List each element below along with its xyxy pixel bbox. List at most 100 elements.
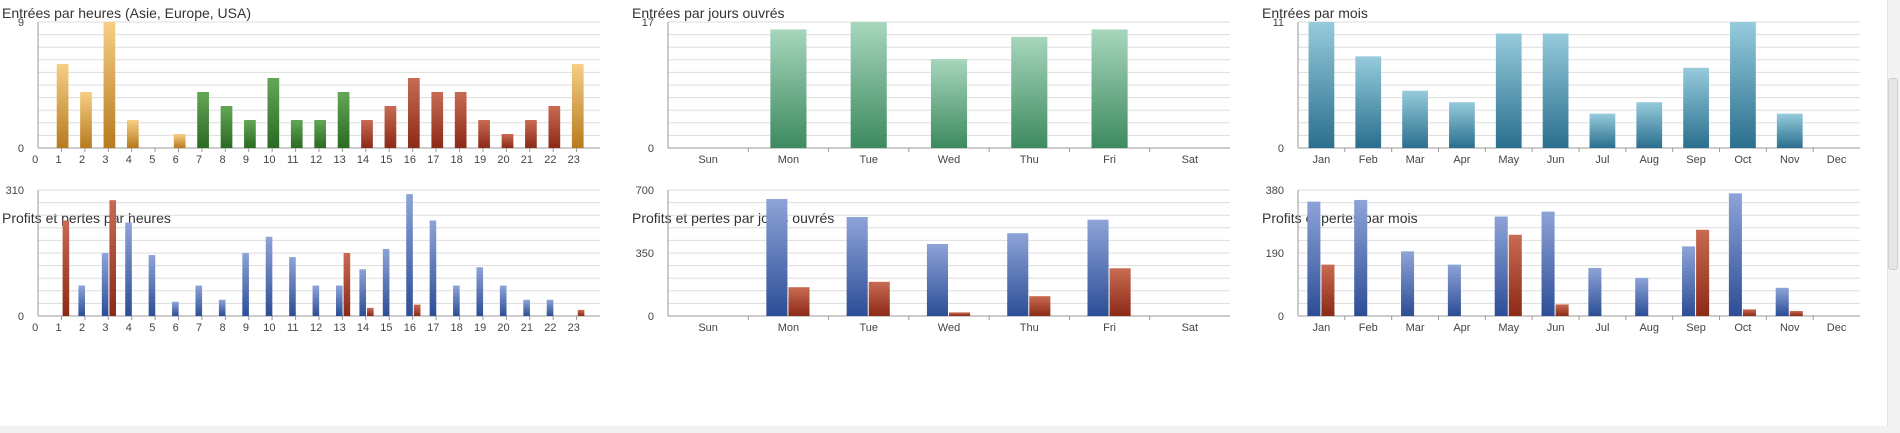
bar[interactable] [359,269,367,316]
bar[interactable] [312,285,320,316]
bar[interactable] [788,287,810,316]
bar[interactable] [930,59,968,148]
scrollbar-thumb[interactable] [1888,78,1898,270]
bar[interactable] [571,64,584,148]
bar[interactable] [525,120,537,148]
bar[interactable] [343,253,351,316]
x-tick-label: Wed [938,154,960,166]
bar[interactable] [1091,29,1128,148]
bar[interactable] [1011,36,1048,148]
bar[interactable] [499,285,507,316]
bar[interactable] [548,106,561,148]
bar[interactable] [1007,233,1029,316]
bar[interactable] [126,120,139,148]
bar[interactable] [80,92,92,148]
bar[interactable] [429,220,437,316]
bar[interactable] [1354,199,1368,316]
bar[interactable] [476,267,484,316]
bar[interactable] [1588,267,1602,316]
bar[interactable] [289,257,296,316]
bar[interactable] [125,222,132,316]
bar[interactable] [523,299,530,316]
bar[interactable] [1508,234,1522,316]
bar[interactable] [103,22,116,148]
chart-panel-pnl-hours: Profits et pertes par heures 0 310 0 1 2 3 4 5 6… [0,185,620,410]
bar[interactable] [453,285,460,316]
bar[interactable] [850,22,887,148]
bar[interactable] [244,120,256,148]
bar[interactable] [1307,201,1321,316]
bar[interactable] [1495,33,1522,148]
bar[interactable] [78,285,86,316]
bar[interactable] [197,92,209,148]
chart-panel-entries-weekdays: Entrées par jours ouvrés 0 17 Sun Mon Tue Wed… [630,0,1250,205]
bar[interactable] [766,199,788,316]
bar[interactable] [109,200,117,316]
bar[interactable] [406,194,413,316]
bar[interactable] [101,253,109,316]
bar[interactable] [1730,22,1756,148]
bar[interactable] [1555,304,1569,316]
bar[interactable] [1775,287,1789,316]
bar[interactable] [361,120,373,148]
bar[interactable] [1308,22,1335,148]
bar[interactable] [926,244,948,316]
bar[interactable] [1589,113,1616,148]
bar[interactable] [1447,264,1461,316]
bar[interactable] [1029,296,1051,316]
bar[interactable] [172,301,179,316]
bar[interactable] [218,299,226,316]
bar[interactable] [1449,102,1475,148]
bar[interactable] [501,134,514,148]
bar[interactable] [1742,309,1756,316]
bar[interactable] [949,312,971,316]
bar[interactable] [1542,33,1569,148]
bar[interactable] [195,285,203,316]
bar[interactable] [577,309,585,316]
bar[interactable] [1682,246,1696,316]
bar[interactable] [1636,102,1663,148]
bar[interactable] [546,299,554,316]
bar[interactable] [173,134,186,148]
x-tick-label: 22 [544,322,556,334]
bar[interactable] [478,120,490,148]
bar[interactable] [314,120,327,148]
bar[interactable] [1494,216,1508,316]
bar[interactable] [407,78,420,148]
bar[interactable] [846,217,868,316]
bar[interactable] [868,281,890,316]
bar[interactable] [1087,219,1109,316]
bar[interactable] [267,78,280,148]
x-tick-label: 23 [568,322,580,334]
bar[interactable] [290,120,303,148]
bar[interactable] [770,29,807,148]
bar[interactable] [413,304,421,316]
bar[interactable] [1355,56,1382,149]
bar[interactable] [384,106,397,148]
bar[interactable] [367,307,374,316]
bar[interactable] [335,285,343,316]
bar[interactable] [1683,67,1709,148]
bar[interactable] [1696,229,1710,316]
bar[interactable] [1402,90,1428,148]
bar[interactable] [1789,311,1803,316]
bar[interactable] [1776,113,1803,148]
bar[interactable] [337,92,350,148]
bar[interactable] [220,106,233,148]
bar[interactable] [242,253,249,316]
bar[interactable] [265,236,273,316]
bar[interactable] [1635,277,1649,316]
bar[interactable] [454,92,467,148]
bar[interactable] [62,220,70,316]
bar[interactable] [1401,251,1415,316]
bar[interactable] [56,64,69,148]
bar[interactable] [431,92,444,148]
bar[interactable] [382,248,390,316]
bar[interactable] [1109,268,1131,316]
bar[interactable] [1728,193,1742,316]
vertical-scrollbar[interactable] [1887,0,1900,430]
bar[interactable] [148,255,156,316]
x-tick-label: 16 [404,154,416,166]
bar[interactable] [1321,264,1335,316]
bar[interactable] [1541,211,1555,316]
